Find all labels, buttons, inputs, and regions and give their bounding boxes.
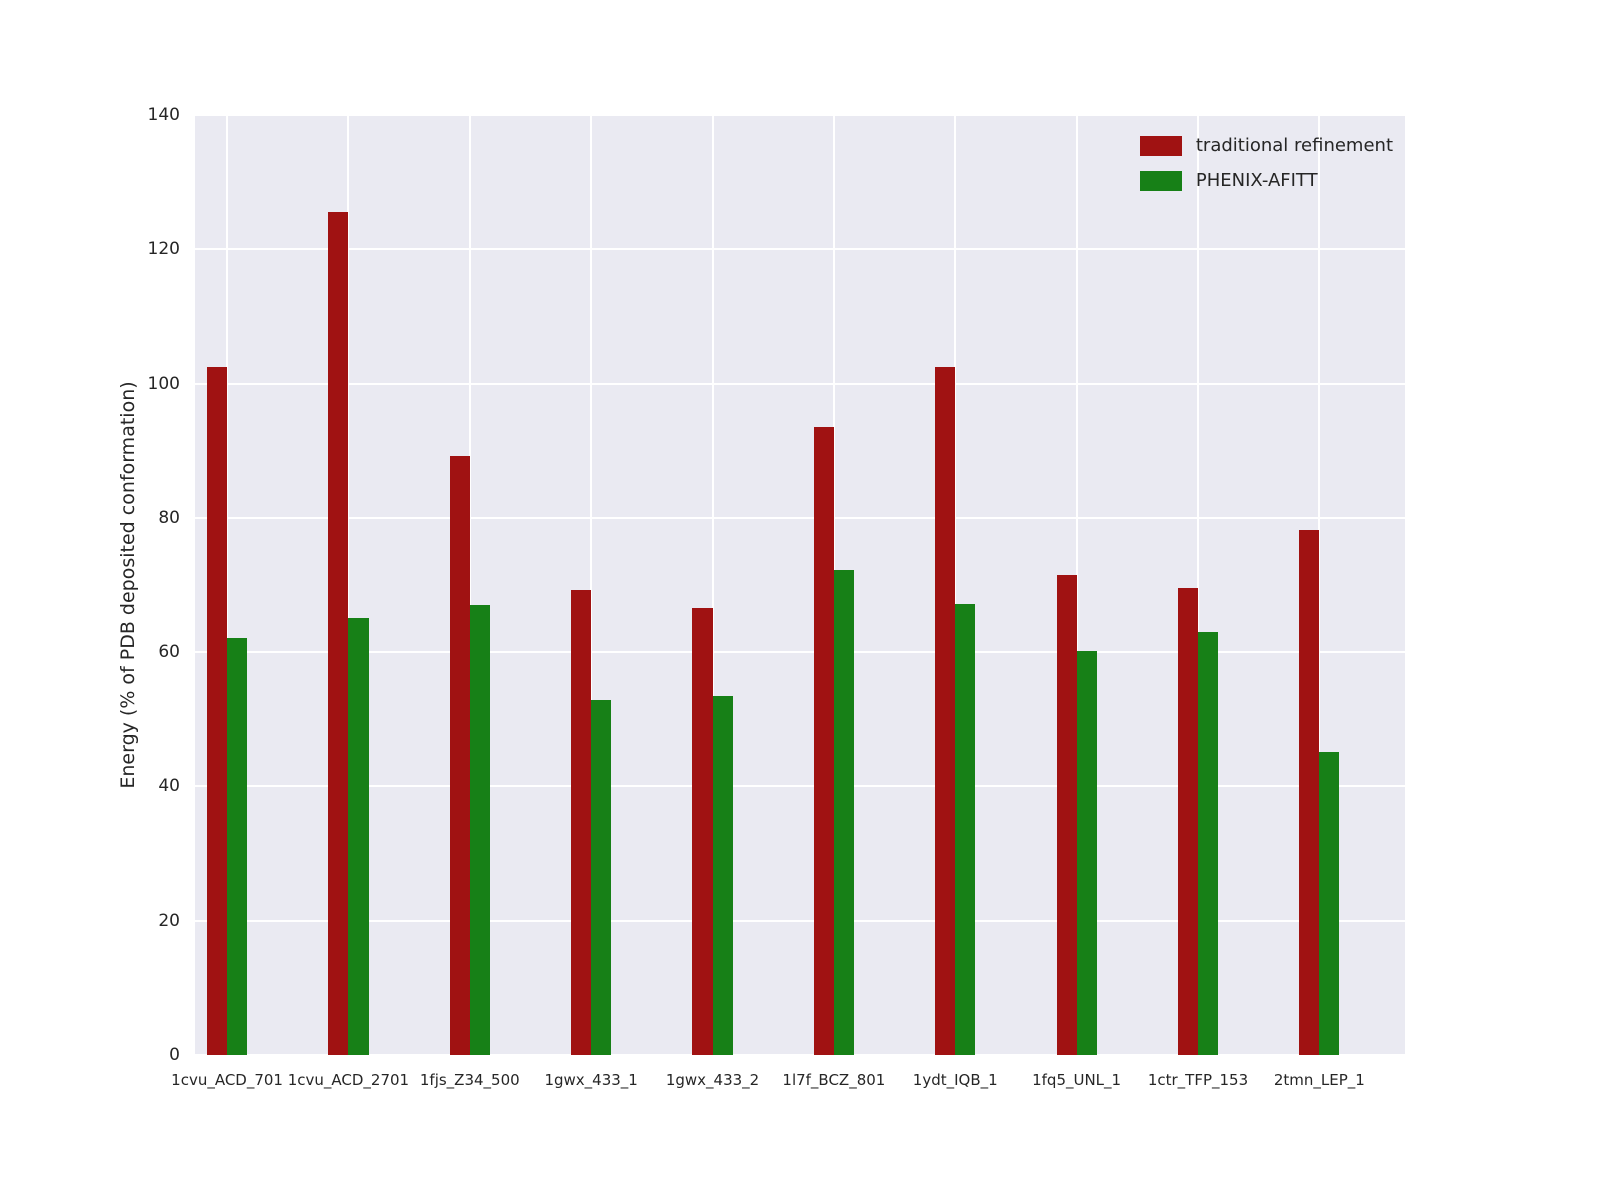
x-tick-label: 1fq5_UNL_1 [1032,1071,1122,1089]
gridline-horizontal [195,382,1405,385]
gridline-horizontal [195,516,1405,519]
gridline-horizontal [195,651,1405,654]
gridline-horizontal [195,114,1405,116]
legend-entry: PHENIX-AFITT [1139,170,1393,191]
legend-swatch-icon [1139,170,1182,191]
gridline-vertical [347,115,350,1055]
y-tick-label: 60 [158,642,180,663]
y-tick-label: 100 [147,373,180,394]
gridline-horizontal [195,919,1405,922]
y-tick-label: 140 [147,105,180,125]
gridline-horizontal [195,785,1405,788]
gridline-vertical [590,115,593,1055]
legend-label: PHENIX-AFITT [1195,170,1318,191]
y-tick-label: 20 [158,910,180,931]
gridline-horizontal [195,248,1405,251]
bar-traditional-refinement [1056,574,1077,1055]
legend-label: traditional refinement [1195,135,1393,156]
gridline-vertical [1196,115,1199,1055]
x-tick-label: 2tmn_LEP_1 [1273,1071,1365,1089]
x-tick-label: 1gwx_433_2 [665,1071,760,1089]
bar-traditional-refinement [813,427,834,1055]
legend-entry: traditional refinement [1139,135,1393,156]
bar-phenix-afitt [348,617,369,1055]
legend: traditional refinement PHENIX-AFITT [1139,135,1393,191]
bar-phenix-afitt [833,569,854,1055]
gridline-vertical [226,115,229,1055]
bar-phenix-afitt [1197,632,1219,1055]
bar-phenix-afitt [955,603,976,1055]
bar-phenix-afitt [1319,751,1340,1055]
y-tick-label: 120 [147,239,180,260]
bar-phenix-afitt [712,695,733,1055]
x-tick-label: 1cvu_ACD_2701 [287,1071,410,1089]
bar-traditional-refinement [935,366,956,1055]
gridline-vertical [1075,115,1078,1055]
x-tick-label: 1ydt_IQB_1 [912,1071,998,1089]
gridline-vertical [1318,115,1321,1055]
x-tick-label: 1l7f_BCZ_801 [782,1071,886,1089]
gridline-vertical [711,115,714,1055]
bar-traditional-refinement [571,590,592,1055]
gridline-horizontal [195,1054,1405,1056]
x-tick-label: 1fjs_Z34_500 [419,1071,520,1089]
x-tick-label: 1cvu_ACD_701 [171,1071,283,1089]
legend-swatch-icon [1139,135,1182,156]
bar-traditional-refinement [449,456,470,1055]
bar-phenix-afitt [591,700,612,1055]
plot-area: traditional refinement PHENIX-AFITT [195,114,1405,1056]
x-tick-label: 1ctr_TFP_153 [1147,1071,1249,1089]
y-tick-label: 80 [158,507,180,528]
bar-phenix-afitt [227,638,248,1055]
y-tick-label: 40 [158,776,180,797]
gridline-vertical [468,115,471,1055]
bar-traditional-refinement [692,607,713,1055]
bar-phenix-afitt [1076,651,1097,1055]
y-axis-label: Energy (% of PDB deposited conformation) [117,381,139,789]
bar-traditional-refinement [1299,529,1320,1055]
x-tick-label: 1gwx_433_1 [544,1071,638,1089]
y-tick-label: 0 [169,1045,180,1065]
bar-traditional-refinement [1177,588,1198,1055]
bar-traditional-refinement [328,212,349,1055]
bar-phenix-afitt [469,605,490,1055]
bar-traditional-refinement [206,366,228,1055]
gridline-vertical [954,115,957,1055]
